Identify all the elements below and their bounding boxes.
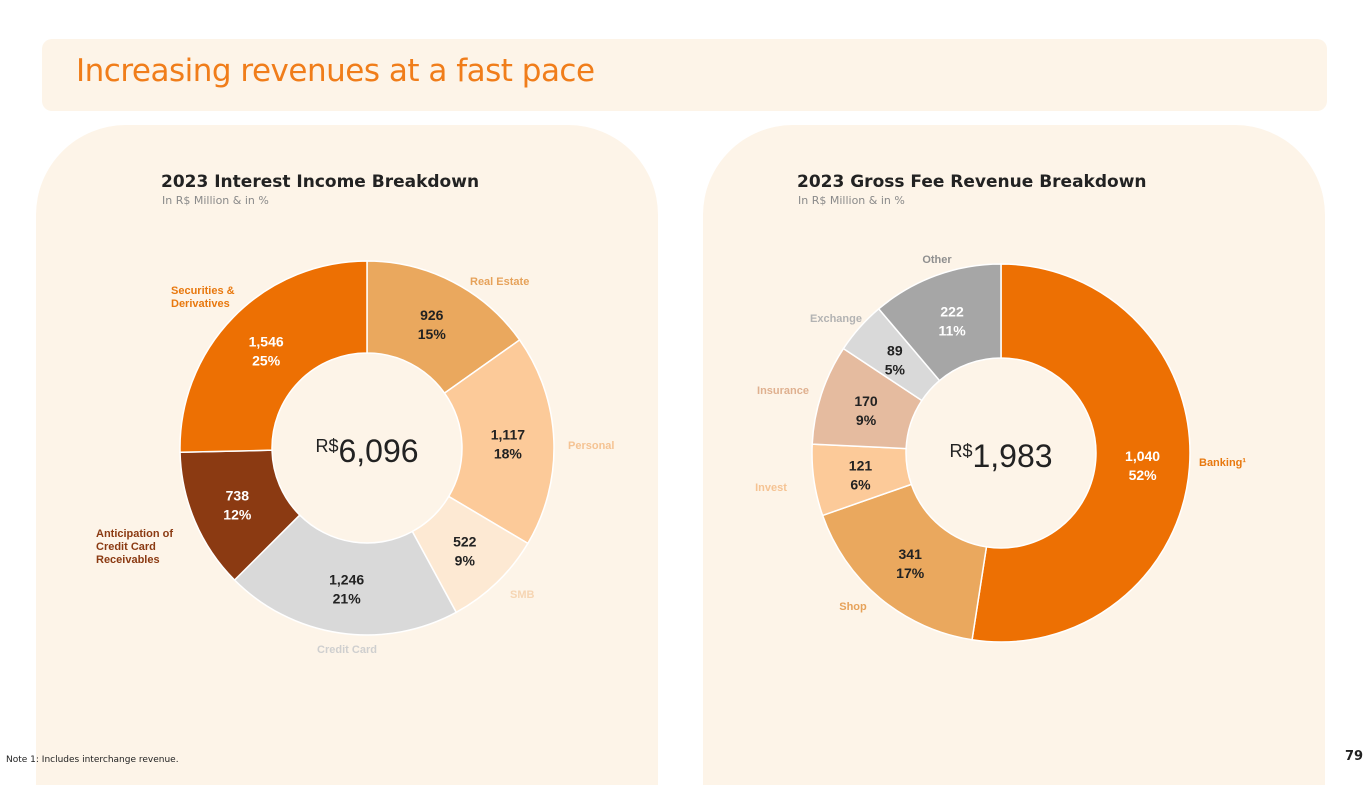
interest-value-label: 926: [420, 307, 444, 323]
interest-percent-label: 18%: [494, 445, 523, 461]
fee-center-total: R$1,983: [949, 438, 1052, 474]
fee-value-label: 341: [899, 546, 923, 562]
interest-category-label: SMB: [510, 589, 535, 601]
fee-value-label: 1,040: [1125, 448, 1160, 464]
page-number: 79: [1345, 749, 1364, 764]
fee-revenue-panel: [703, 125, 1325, 785]
fee-slice-banking: [971, 263, 1191, 643]
title-bar: Increasing revenues at a fast pace: [42, 39, 1327, 111]
fee-percent-label: 52%: [1129, 467, 1158, 483]
interest-percent-label: 9%: [455, 553, 476, 569]
fee-value-label: 170: [854, 393, 878, 409]
fee-percent-label: 6%: [850, 477, 871, 493]
interest-value-label: 522: [453, 534, 477, 550]
interest-center-total: R$6,096: [315, 433, 418, 469]
interest-percent-label: 21%: [333, 591, 362, 607]
fee-percent-label: 9%: [856, 412, 877, 428]
donut-charts: 926 15% Real Estate 1,117 18% Personal 522 9% SM…: [96, 254, 1246, 656]
interest-percent-label: 25%: [252, 352, 281, 368]
fee-slice-other: [877, 263, 1002, 382]
fee-revenue-chart-title: 2023 Gross Fee Revenue Breakdown: [797, 172, 1147, 192]
interest-category-label: Anticipation of Credit Card Receivables: [96, 528, 173, 566]
fee-value-label: 222: [940, 304, 964, 320]
fee-value-label: 89: [887, 343, 903, 359]
fee-category-label: Banking¹: [1199, 457, 1246, 469]
interest-income-chart-title: 2023 Interest Income Breakdown: [161, 172, 480, 192]
interest-slice-personal: [443, 338, 555, 545]
fee-percent-label: 11%: [938, 323, 966, 339]
interest-category-label: Credit Card: [317, 644, 377, 656]
fee-category-label: Shop: [839, 601, 867, 613]
interest-percent-label: 12%: [223, 506, 252, 522]
interest-slice-securities-derivatives: [179, 260, 368, 454]
fee-category-label: Exchange: [810, 313, 862, 325]
interest-category-label: Personal: [568, 440, 614, 452]
interest-percent-label: 15%: [418, 326, 447, 342]
interest-value-label: 1,546: [249, 333, 284, 349]
interest-income-chart-subtitle: In R$ Million & in %: [162, 194, 269, 207]
fee-revenue-chart-subtitle: In R$ Million & in %: [798, 194, 905, 207]
fee-category-label: Insurance: [757, 385, 809, 397]
fee-value-label: 121: [849, 458, 873, 474]
fee-category-label: Invest: [755, 482, 787, 494]
interest-value-label: 1,246: [329, 572, 364, 588]
page-title: Increasing revenues at a fast pace: [76, 53, 595, 89]
interest-slice-credit-card: [233, 514, 458, 636]
fee-slice-shop: [821, 483, 988, 641]
fee-percent-label: 17%: [896, 565, 925, 581]
fee-category-label: Other: [922, 254, 952, 266]
fee-percent-label: 5%: [885, 362, 906, 378]
interest-category-label: Real Estate: [470, 276, 529, 288]
interest-category-label: Securities & Derivatives: [171, 285, 235, 310]
footnote: Note 1: Includes interchange revenue.: [6, 755, 179, 765]
interest-value-label: 1,117: [491, 426, 525, 442]
interest-value-label: 738: [226, 487, 250, 503]
